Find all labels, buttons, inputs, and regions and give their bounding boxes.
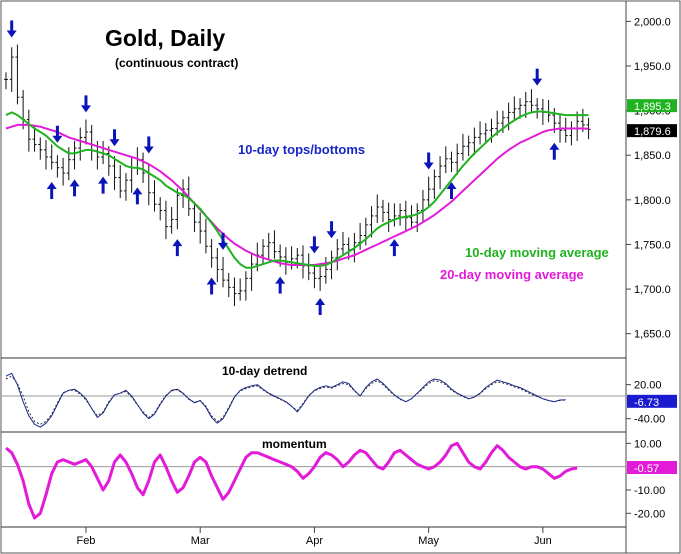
y-tick-label: 2,000.0	[634, 16, 671, 28]
detrend-last-value-box	[627, 394, 677, 408]
top-arrow-head	[109, 139, 120, 147]
y-tick-label: -40.00	[634, 414, 665, 426]
ma20-label: 20-day moving average	[440, 267, 584, 282]
top-arrow-head	[309, 246, 320, 254]
turning-point-arrows	[6, 20, 560, 315]
moving-averages	[5, 110, 589, 269]
y-tick-label: 1,700.0	[634, 284, 671, 296]
chart-subtitle: (continuous contract)	[115, 56, 238, 70]
detrend-axis: 20.00 -40.00	[626, 380, 665, 426]
last-value-labels: 1,895.3 1,879.6 -6.73 -0.57	[627, 99, 677, 475]
date-axis: Feb Mar Apr May Jun	[76, 527, 552, 547]
top-arrow-head	[326, 231, 337, 239]
y-tick-label: 1,650.0	[634, 329, 671, 341]
bottom-arrow-head	[132, 187, 143, 195]
x-tick-label: May	[418, 535, 439, 547]
momentum-line	[5, 441, 578, 520]
momentum-label: momentum	[262, 437, 327, 451]
ma10-last-value: 1,895.3	[634, 101, 671, 113]
x-tick-label: Jun	[534, 535, 552, 547]
ma20-line	[5, 123, 589, 266]
ma10-line	[5, 110, 589, 269]
tops-bottoms-label: 10-day tops/bottoms	[238, 142, 365, 157]
bottom-arrow-head	[446, 182, 457, 189]
momentum-last-value-box	[627, 460, 677, 474]
top-arrow-head	[52, 135, 63, 143]
x-tick-label: Apr	[306, 535, 323, 547]
chart-title: Gold, Daily	[105, 25, 225, 51]
y-tick-label: 10.00	[634, 438, 662, 450]
detrend-line	[5, 372, 566, 428]
ma20-last-value-box	[627, 124, 677, 138]
y-tick-label: 1,850.0	[634, 150, 671, 162]
bottom-arrow-head	[172, 239, 183, 247]
bottom-arrow-head	[389, 239, 400, 247]
ma10-label: 10-day moving average	[465, 245, 609, 260]
top-arrow-head	[423, 162, 434, 170]
momentum-axis: 10.00 -10.00 -20.00	[626, 438, 665, 520]
detrend-label: 10-day detrend	[222, 364, 307, 378]
ma20-last-value: 1,879.6	[634, 126, 671, 138]
y-tick-label: -10.00	[634, 485, 665, 497]
bottom-arrow-head	[206, 277, 217, 285]
bottom-arrow-head	[46, 182, 57, 189]
x-tick-label: Feb	[76, 535, 95, 547]
price-axis: 2,000.01,950.01,900.01,850.01,800.01,750…	[626, 16, 671, 341]
top-arrow-head	[80, 105, 91, 113]
top-arrow-head	[6, 30, 17, 38]
top-arrow-head	[218, 242, 229, 250]
top-arrow-head	[532, 78, 543, 86]
ohlc-bars	[4, 44, 591, 307]
oscillator-lines	[5, 372, 578, 520]
x-tick-label: Mar	[191, 535, 210, 547]
detrend-last-value: -6.73	[634, 397, 659, 409]
y-tick-label: -20.00	[634, 508, 665, 520]
y-tick-label: 1,950.0	[634, 61, 671, 73]
y-tick-label: 1,800.0	[634, 195, 671, 207]
y-tick-label: 1,750.0	[634, 239, 671, 251]
top-arrow-head	[143, 146, 154, 154]
y-tick-label: 20.00	[634, 380, 662, 392]
momentum-last-value: -0.57	[634, 463, 659, 475]
bottom-arrow-head	[98, 176, 109, 184]
bottom-arrow-head	[549, 142, 560, 150]
bottom-arrow-head	[69, 179, 80, 187]
bottom-arrow-head	[275, 276, 286, 284]
bottom-arrow-head	[315, 298, 326, 305]
ma10-last-value-box	[627, 99, 677, 113]
